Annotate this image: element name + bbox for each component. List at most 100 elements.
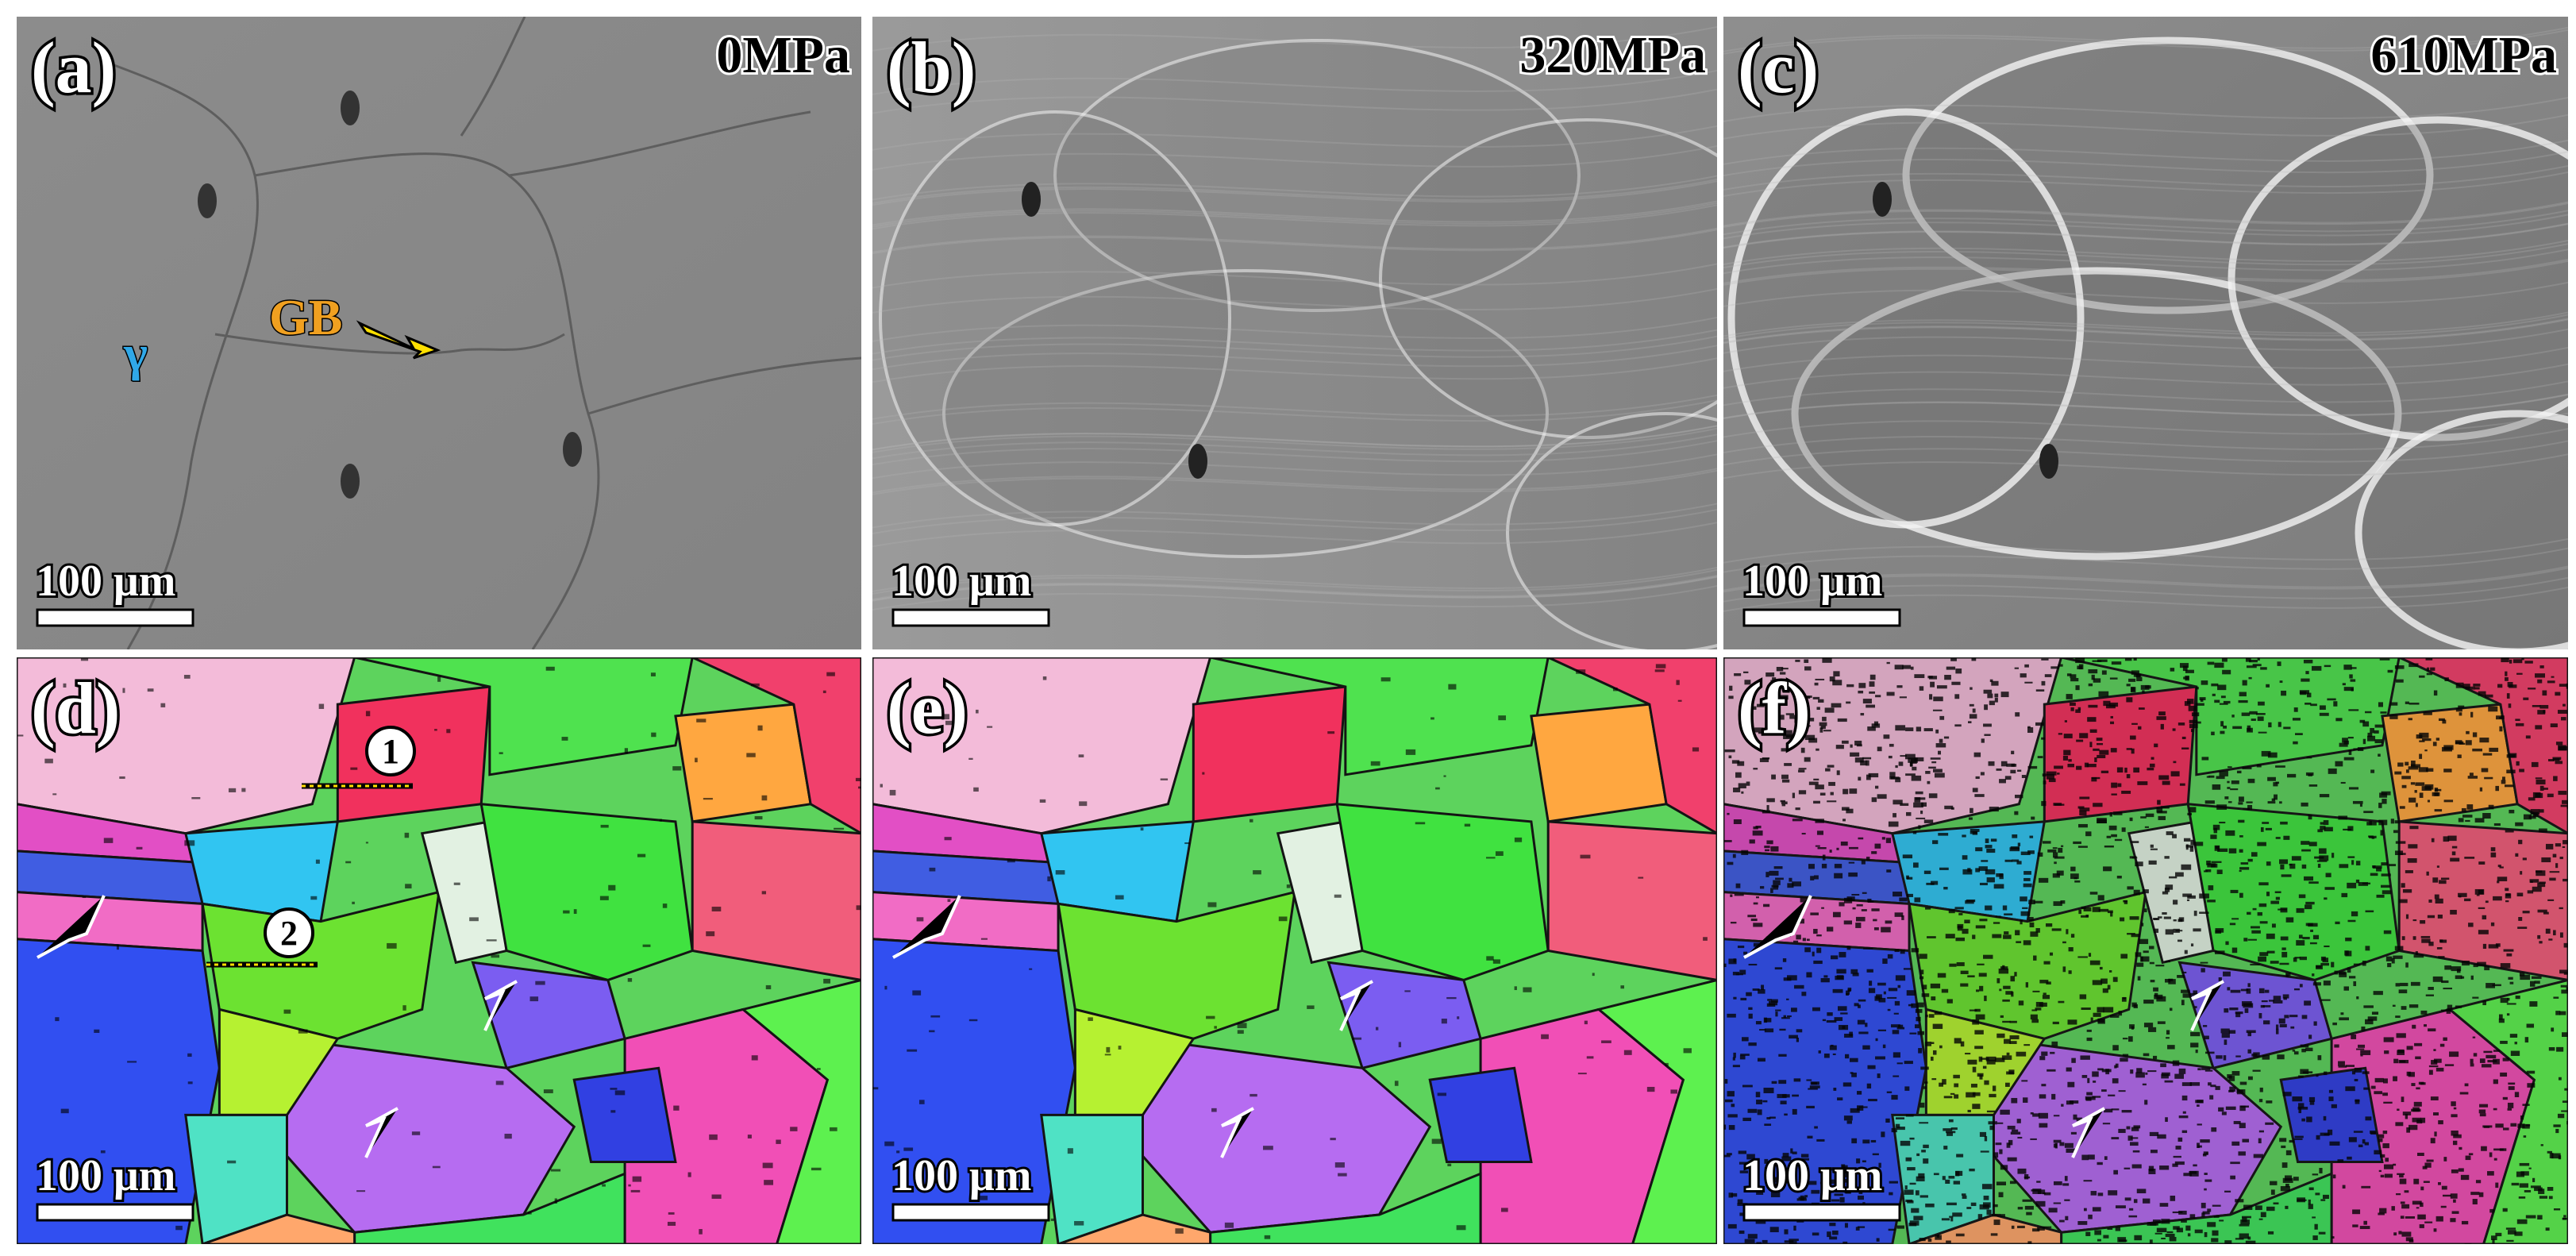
unindexed-point bbox=[1919, 1122, 1929, 1124]
unindexed-point bbox=[2431, 1060, 2438, 1065]
unindexed-point bbox=[2164, 856, 2170, 859]
unindexed-point bbox=[1055, 870, 1065, 875]
unindexed-point bbox=[2163, 916, 2171, 919]
unindexed-point bbox=[2472, 732, 2478, 738]
slip-line bbox=[872, 329, 1717, 355]
unindexed-point bbox=[2131, 1127, 2139, 1131]
unindexed-point bbox=[1937, 973, 1946, 978]
unindexed-point bbox=[2473, 1053, 2478, 1057]
unindexed-point bbox=[1977, 963, 1985, 965]
unindexed-point bbox=[2508, 977, 2513, 980]
unindexed-point bbox=[1833, 671, 1840, 676]
indent bbox=[198, 183, 217, 218]
unindexed-point bbox=[1330, 1138, 1336, 1141]
unindexed-point bbox=[2228, 1076, 2235, 1081]
unindexed-point bbox=[2312, 1173, 2319, 1176]
unindexed-point bbox=[175, 1225, 183, 1231]
unindexed-point bbox=[2067, 1081, 2075, 1088]
unindexed-point bbox=[2189, 807, 2197, 813]
unindexed-point bbox=[762, 1162, 773, 1169]
unindexed-point bbox=[2089, 742, 2093, 748]
unindexed-point bbox=[2041, 737, 2046, 740]
unindexed-point bbox=[1733, 958, 1736, 963]
slip-line bbox=[1723, 537, 2568, 564]
unindexed-point bbox=[1826, 1019, 1837, 1023]
unindexed-point bbox=[2502, 1096, 2508, 1100]
unindexed-point bbox=[2354, 1067, 2362, 1073]
unindexed-point bbox=[637, 853, 646, 857]
unindexed-point bbox=[2183, 1173, 2192, 1177]
unindexed-point bbox=[2081, 915, 2089, 918]
unindexed-point bbox=[1850, 744, 1853, 748]
slip-line bbox=[872, 202, 1717, 228]
unindexed-point bbox=[2518, 839, 2523, 845]
unindexed-point bbox=[1249, 1093, 1257, 1097]
unindexed-point bbox=[2371, 837, 2375, 839]
unindexed-point bbox=[2070, 873, 2079, 880]
unindexed-point bbox=[2201, 757, 2209, 761]
unindexed-point bbox=[2097, 1192, 2104, 1196]
unindexed-point bbox=[2131, 1137, 2139, 1139]
unindexed-point bbox=[1832, 1053, 1836, 1056]
unindexed-point bbox=[2232, 726, 2243, 730]
unindexed-point bbox=[1954, 694, 1960, 699]
unindexed-point bbox=[1974, 1030, 1984, 1034]
unindexed-point bbox=[2529, 981, 2536, 987]
grain-relief bbox=[880, 112, 1230, 525]
unindexed-point bbox=[2246, 988, 2251, 994]
unindexed-point bbox=[2136, 676, 2143, 682]
unindexed-point bbox=[754, 815, 763, 820]
unindexed-point bbox=[2275, 765, 2285, 768]
unindexed-point bbox=[2160, 1063, 2166, 1068]
unindexed-point bbox=[1827, 1231, 1831, 1238]
unindexed-point bbox=[1829, 1236, 1838, 1240]
unindexed-point bbox=[2027, 1241, 2032, 1244]
unindexed-point bbox=[2199, 697, 2206, 700]
unindexed-point bbox=[1933, 696, 1943, 702]
unindexed-point bbox=[2148, 1165, 2154, 1172]
unindexed-point bbox=[1999, 873, 2004, 880]
unindexed-point bbox=[1812, 951, 1815, 957]
unindexed-point bbox=[2020, 919, 2023, 925]
unindexed-point bbox=[1822, 657, 1832, 663]
unindexed-point bbox=[1854, 1003, 1859, 1007]
unindexed-point bbox=[2478, 861, 2486, 865]
unindexed-point bbox=[2499, 866, 2504, 869]
unindexed-point bbox=[1867, 900, 1874, 903]
unindexed-point bbox=[2032, 1113, 2040, 1117]
unindexed-point bbox=[2523, 814, 2532, 820]
unindexed-point bbox=[1950, 807, 1954, 810]
unindexed-point bbox=[1363, 1215, 1369, 1217]
unindexed-point bbox=[2523, 1135, 2527, 1138]
unindexed-point bbox=[2443, 987, 2453, 990]
unindexed-point bbox=[2564, 1088, 2568, 1091]
unindexed-point bbox=[1986, 848, 1996, 853]
unindexed-point bbox=[1727, 812, 1730, 815]
unindexed-point bbox=[2347, 826, 2354, 831]
unindexed-point bbox=[103, 838, 114, 843]
unindexed-point bbox=[1852, 907, 1856, 910]
unindexed-point bbox=[2324, 887, 2335, 890]
unindexed-point bbox=[1955, 1233, 1965, 1237]
unindexed-point bbox=[315, 859, 320, 864]
unindexed-point bbox=[1724, 749, 1735, 753]
unindexed-point bbox=[2482, 753, 2493, 756]
unindexed-point bbox=[2161, 1237, 2166, 1239]
unindexed-point bbox=[2105, 704, 2116, 709]
unindexed-point bbox=[2506, 1003, 2516, 1005]
unindexed-point bbox=[2061, 1104, 2064, 1107]
unindexed-point bbox=[1909, 1137, 1915, 1140]
unindexed-point bbox=[1894, 1000, 1900, 1006]
unindexed-point bbox=[2081, 1074, 2088, 1078]
unindexed-point bbox=[2559, 932, 2563, 938]
unindexed-point bbox=[2459, 712, 2462, 716]
unindexed-point bbox=[1334, 894, 1342, 898]
unindexed-point bbox=[1917, 1002, 1924, 1007]
unindexed-point bbox=[1806, 972, 1812, 978]
unindexed-point bbox=[1966, 1092, 1976, 1098]
unindexed-point bbox=[2022, 907, 2028, 909]
unindexed-point bbox=[2374, 1077, 2384, 1083]
unindexed-point bbox=[2004, 913, 2013, 916]
unindexed-point bbox=[1922, 984, 1927, 990]
unindexed-point bbox=[2009, 1181, 2016, 1185]
